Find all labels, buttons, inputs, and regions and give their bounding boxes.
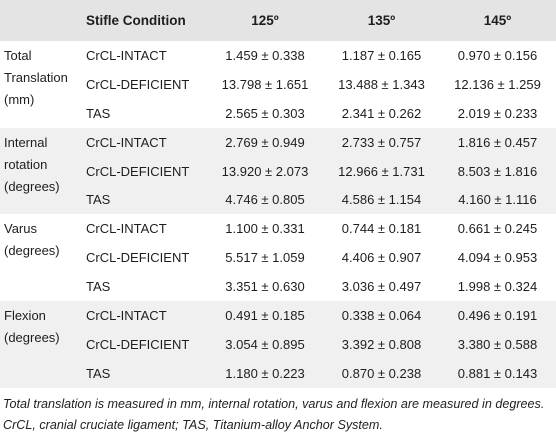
value-135-cell: 2.341 ± 0.262 <box>341 105 422 121</box>
condition-cell: CrCL-INTACT <box>86 308 167 324</box>
value-145-cell: 2.019 ± 0.233 <box>457 105 538 121</box>
condition-cell: CrCL-DEFICIENT <box>86 163 190 179</box>
value-135-cell: 3.036 ± 0.497 <box>341 279 422 295</box>
header-stifle-condition: Stifle Condition <box>86 13 186 28</box>
table-row: CrCL-DEFICIENT 5.517 ± 1.059 4.406 ± 0.907… <box>0 243 556 272</box>
table-row: Internal rotation (degrees) CrCL-INTACT 2.… <box>0 127 556 194</box>
condition-cell: CrCL-DEFICIENT <box>86 76 190 92</box>
condition-cell: CrCL-INTACT <box>86 221 167 237</box>
value-135-cell: 4.586 ± 1.154 <box>341 192 422 208</box>
value-125-cell: 3.054 ± 0.895 <box>225 337 305 353</box>
table-row: TAS 2.565 ± 0.303 2.341 ± 0.262 2.019 ± 0.2… <box>0 99 556 128</box>
value-145-cell: 4.094 ± 0.953 <box>457 250 538 266</box>
condition-cell: TAS <box>86 192 111 208</box>
table-row: TAS 3.351 ± 0.630 3.036 ± 0.497 1.998 ± 0.3… <box>0 272 556 301</box>
condition-cell: CrCL-INTACT <box>86 134 167 150</box>
table-header-row: Stifle Condition 125º 135º 145º <box>0 0 556 41</box>
value-135-cell: 1.187 ± 0.165 <box>341 47 422 63</box>
value-145-cell: 0.881 ± 0.143 <box>457 365 538 381</box>
parameter-label: Internal rotation (degrees) <box>4 134 60 194</box>
value-135-cell: 0.870 ± 0.238 <box>341 365 422 381</box>
header-145: 145º <box>483 13 512 28</box>
parameter-label: Total Translation (mm) <box>4 48 68 107</box>
condition-cell: CrCL-DEFICIENT <box>86 250 190 266</box>
value-145-cell: 0.661 ± 0.245 <box>457 221 538 237</box>
parameter-label: Varus (degrees) <box>4 221 60 259</box>
value-145-cell: 1.816 ± 0.457 <box>457 134 538 150</box>
header-parameter <box>0 0 82 41</box>
header-135: 135º <box>367 13 396 28</box>
value-125-cell: 5.517 ± 1.059 <box>225 250 305 266</box>
value-145-cell: 4.160 ± 1.116 <box>458 192 537 208</box>
value-135-cell: 13.488 ± 1.343 <box>338 76 425 92</box>
value-125-cell: 2.769 ± 0.949 <box>225 134 305 150</box>
condition-cell: CrCL-DEFICIENT <box>86 337 190 353</box>
results-table: Stifle Condition 125º 135º 145º Total Tr… <box>0 0 556 388</box>
table-row: TAS 4.746 ± 0.805 4.586 ± 1.154 4.160 ± 1.1… <box>0 185 556 215</box>
value-135-cell: 0.338 ± 0.064 <box>341 308 422 324</box>
value-125-cell: 3.351 ± 0.630 <box>225 279 305 295</box>
value-125-cell: 4.746 ± 0.805 <box>225 192 305 208</box>
table-row: CrCL-DEFICIENT 13.920 ± 2.073 12.966 ± 1.7… <box>0 156 556 186</box>
table-row: CrCL-DEFICIENT 13.798 ± 1.651 13.488 ± 1.3… <box>0 70 556 99</box>
value-125-cell: 1.459 ± 0.338 <box>225 47 305 63</box>
value-145-cell: 8.503 ± 1.816 <box>457 163 538 179</box>
value-145-cell: 1.998 ± 0.324 <box>457 279 538 295</box>
table-row: Flexion (degrees) CrCL-INTACT 0.491 ± 0.18… <box>0 301 556 345</box>
value-125-cell: 1.100 ± 0.331 <box>225 221 305 237</box>
table-body: Total Translation (mm) CrCL-INTACT 1.459 ±… <box>0 41 556 388</box>
value-125-cell: 13.798 ± 1.651 <box>221 76 309 92</box>
header-125: 125º <box>251 13 279 28</box>
value-125-cell: 1.180 ± 0.223 <box>225 365 305 381</box>
value-145-cell: 0.970 ± 0.156 <box>457 47 538 63</box>
condition-cell: CrCL-INTACT <box>86 47 167 63</box>
value-135-cell: 12.966 ± 1.731 <box>338 163 425 179</box>
parameter-label: Flexion (degrees) <box>4 308 60 346</box>
table-row: CrCL-DEFICIENT 3.054 ± 0.895 3.392 ± 0.808… <box>0 330 556 359</box>
value-145-cell: 3.380 ± 0.588 <box>457 337 538 353</box>
value-145-cell: 0.496 ± 0.191 <box>457 308 538 324</box>
value-125-cell: 2.565 ± 0.303 <box>225 105 305 121</box>
value-135-cell: 2.733 ± 0.757 <box>341 134 422 150</box>
condition-cell: TAS <box>86 279 111 295</box>
table-footnote: Total translation is measured in mm, int… <box>3 397 545 432</box>
value-125-cell: 0.491 ± 0.185 <box>225 308 305 324</box>
table-row: Total Translation (mm) CrCL-INTACT 1.459 ±… <box>0 41 556 107</box>
table-row: TAS 1.180 ± 0.223 0.870 ± 0.238 0.881 ± 0.1… <box>0 358 556 388</box>
condition-cell: TAS <box>86 365 111 381</box>
value-135-cell: 0.744 ± 0.181 <box>341 221 422 237</box>
table-row: Varus (degrees) CrCL-INTACT 1.100 ± 0.331 0… <box>0 214 556 258</box>
value-135-cell: 3.392 ± 0.808 <box>341 337 422 353</box>
condition-cell: TAS <box>86 105 111 121</box>
value-135-cell: 4.406 ± 0.907 <box>341 250 422 266</box>
value-125-cell: 13.920 ± 2.073 <box>221 163 309 179</box>
value-145-cell: 12.136 ± 1.259 <box>454 76 541 92</box>
